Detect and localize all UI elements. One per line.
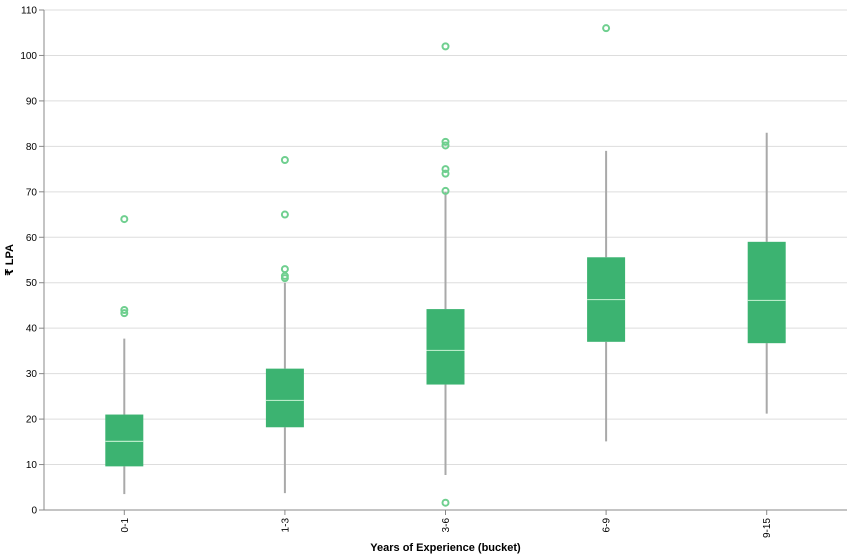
y-tick-label: 10 [26,460,38,471]
x-axis-title: Years of Experience (bucket) [370,542,521,554]
outlier-point [441,42,450,51]
y-tick-label: 20 [26,415,38,426]
x-tick-label: 3-6 [441,518,452,533]
outlier-point [441,165,450,174]
iqr-box [426,309,465,385]
outlier-point [441,141,450,150]
y-tick-label: 100 [20,51,37,62]
y-axis-title: ₹ LPA [4,244,16,276]
y-tick-label: 50 [26,278,38,289]
outlier-point [441,498,450,507]
box-series [105,132,786,495]
y-tick-label: 0 [31,506,37,517]
outlier-point [441,137,450,146]
x-tick-label: 9-15 [762,518,773,538]
outlier-point [441,169,450,178]
outlier-point [120,309,129,318]
outlier-point [120,215,129,224]
iqr-box [747,241,786,344]
outlier-point [120,306,129,314]
outlier-point [280,210,289,219]
x-tick-label: 6-9 [602,518,613,533]
axes: 0 10 20 30 40 50 60 70 80 90 100 110 0-1 1-3 3-6 6-9 9-1… [20,6,847,538]
outlier-points [120,24,611,507]
y-tick-label: 70 [26,187,38,198]
outlier-point [441,186,450,195]
y-tick-label: 40 [26,324,38,335]
y-tick-label: 30 [26,369,38,380]
outlier-point [280,156,289,164]
outlier-point [280,265,289,274]
outlier-point [602,24,611,33]
iqr-box [265,368,304,428]
iqr-box [105,414,144,467]
x-tick-label: 1-3 [280,518,291,533]
y-tick-label: 80 [26,142,38,153]
y-tick-label: 110 [21,6,37,17]
y-tick-label: 60 [26,233,38,244]
y-tick-label: 90 [26,96,38,107]
x-tick-label: 0-1 [120,518,131,533]
